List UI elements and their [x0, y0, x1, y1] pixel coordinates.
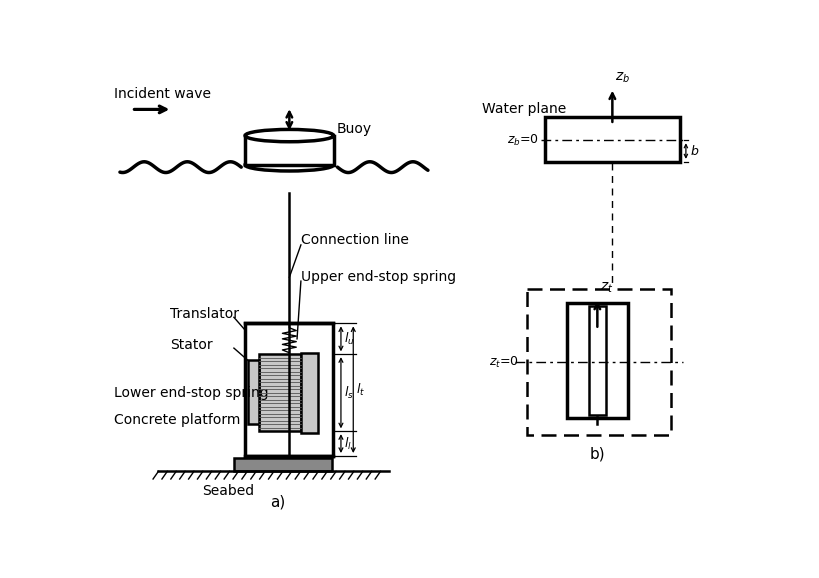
Text: $z_b$: $z_b$ [615, 71, 630, 85]
Bar [588, 306, 605, 415]
Text: Buoy: Buoy [337, 123, 372, 136]
Text: $l_u$: $l_u$ [344, 331, 354, 347]
Text: Upper end-stop spring: Upper end-stop spring [301, 271, 455, 284]
Text: $b$: $b$ [689, 144, 699, 158]
Text: $z_t$: $z_t$ [600, 280, 613, 295]
Text: $l_s$: $l_s$ [344, 385, 354, 401]
Bar [566, 303, 627, 418]
Text: $l_l$: $l_l$ [344, 436, 351, 451]
Bar [301, 353, 318, 433]
Text: Concrete platform: Concrete platform [114, 413, 240, 427]
Ellipse shape [245, 129, 333, 142]
Text: b): b) [589, 447, 604, 462]
Ellipse shape [245, 159, 333, 171]
Text: Translator: Translator [170, 307, 238, 321]
Bar [233, 458, 332, 471]
Text: $z_b$=0: $z_b$=0 [506, 133, 538, 148]
Bar [245, 136, 333, 165]
Bar [247, 361, 258, 424]
Text: $l_t$: $l_t$ [356, 381, 365, 398]
Text: Stator: Stator [170, 338, 212, 352]
Text: Lower end-stop spring: Lower end-stop spring [114, 386, 268, 400]
Text: Water plane: Water plane [482, 102, 565, 116]
Text: Incident wave: Incident wave [114, 87, 210, 101]
Bar [244, 324, 333, 456]
Text: $z_t$=0: $z_t$=0 [488, 354, 518, 369]
Bar [526, 289, 671, 435]
Bar [545, 117, 679, 162]
Text: Seabed: Seabed [201, 484, 254, 498]
Text: Connection line: Connection line [301, 234, 409, 247]
Bar [258, 354, 301, 431]
Text: a): a) [269, 495, 285, 510]
